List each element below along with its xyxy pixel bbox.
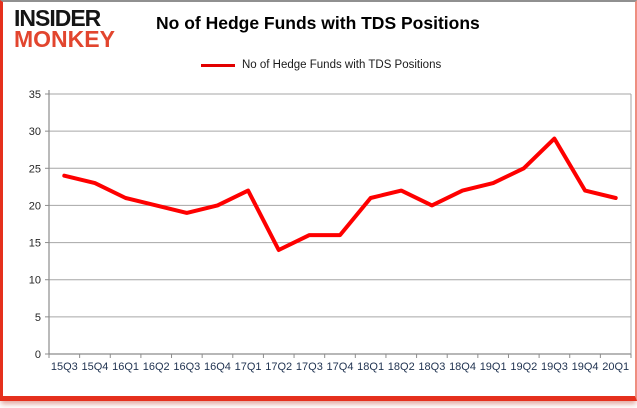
insider-monkey-logo: INSIDER MONKEY (14, 5, 115, 53)
x-tick-label: 17Q3 (296, 361, 323, 373)
y-tick-label: 20 (29, 200, 41, 212)
legend: No of Hedge Funds with TDS Positions (201, 59, 441, 71)
legend-label: No of Hedge Funds with TDS Positions (242, 59, 442, 71)
x-tick-label: 19Q3 (541, 361, 568, 373)
y-tick-label: 35 (29, 89, 41, 101)
x-tick-label: 17Q2 (265, 361, 292, 373)
x-tick-label: 15Q3 (51, 361, 78, 373)
x-tick-label: 16Q4 (204, 361, 231, 373)
x-tick-label: 18Q4 (449, 361, 476, 373)
x-tick-label: 17Q4 (327, 361, 354, 373)
logo-insider-text: INSIDER (14, 5, 101, 31)
y-tick-label: 15 (29, 238, 41, 250)
x-tick-label: 19Q1 (480, 361, 507, 373)
x-tick-label: 16Q2 (143, 361, 170, 373)
x-tick-label: 17Q1 (235, 361, 262, 373)
line-chart: 0 5 10 15 20 25 30 35 15Q3 15Q4 16Q1 16Q2 16Q3 16Q4 17… (29, 89, 632, 373)
x-tick-label: 18Q1 (357, 361, 384, 373)
chart-title: No of Hedge Funds with TDS Positions (156, 13, 480, 33)
y-tick-label: 25 (29, 163, 41, 175)
x-tick-label: 18Q3 (418, 361, 445, 373)
y-tick-label: 10 (29, 275, 41, 287)
logo-monkey-text: MONKEY (14, 26, 115, 53)
y-tick-label: 0 (35, 349, 41, 361)
x-tick-label: 18Q2 (388, 361, 415, 373)
y-axis-labels: 0 5 10 15 20 25 30 35 (29, 89, 41, 361)
x-tick-label: 15Q4 (81, 361, 108, 373)
x-axis-labels: 15Q3 15Q4 16Q1 16Q2 16Q3 16Q4 17Q1 17Q2 17Q3 17Q4… (51, 361, 629, 373)
gridlines (49, 93, 632, 354)
legend-line-swatch (201, 63, 235, 67)
x-tick-label: 19Q4 (572, 361, 599, 373)
y-tick-label: 5 (35, 312, 41, 324)
x-tick-label: 16Q1 (112, 361, 139, 373)
x-tick-label: 20Q1 (602, 361, 629, 373)
axes (45, 90, 632, 358)
y-tick-label: 30 (29, 126, 41, 138)
x-tick-label: 16Q3 (173, 361, 200, 373)
series-line (62, 136, 618, 252)
x-tick-label: 19Q2 (510, 361, 537, 373)
